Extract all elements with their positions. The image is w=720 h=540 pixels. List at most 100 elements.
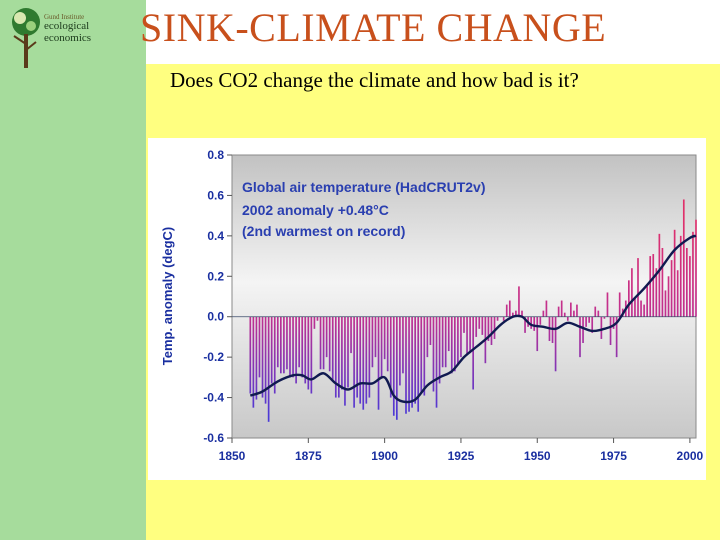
anomaly-bar	[359, 316, 362, 404]
anomaly-bar	[545, 300, 548, 317]
anomaly-bar	[344, 316, 346, 406]
y-tick-label: -0.2	[203, 350, 224, 364]
anomaly-bar	[423, 316, 426, 396]
anomaly-bar	[634, 298, 636, 317]
anomaly-bar	[316, 316, 319, 321]
header-decoration	[0, 64, 146, 80]
anomaly-bar	[652, 254, 655, 317]
anomaly-bar	[249, 316, 252, 394]
tree-globe-icon	[12, 8, 40, 68]
anomaly-bar	[524, 316, 526, 333]
anomaly-bar	[530, 316, 532, 329]
anomaly-bar	[505, 304, 508, 317]
x-tick-label: 1950	[524, 449, 551, 463]
anomaly-bar	[457, 316, 459, 366]
sidebar-band	[0, 0, 146, 540]
anomaly-bar	[389, 316, 392, 398]
anomaly-bar	[661, 247, 664, 317]
anomaly-bar	[466, 316, 468, 356]
anomaly-bar	[264, 316, 267, 404]
anomaly-bar	[298, 316, 300, 368]
y-tick-label: 0.8	[207, 148, 224, 162]
anomaly-bar	[646, 286, 648, 317]
anomaly-bar	[539, 316, 542, 325]
anomaly-bar	[322, 316, 325, 370]
anomaly-bar	[368, 316, 371, 398]
anomaly-bar	[637, 258, 639, 317]
anomaly-bar	[408, 316, 410, 412]
x-axis-ticks: 1850 1875 1900 1925 1950 1975 2000	[219, 438, 704, 463]
y-tick-label: 0.4	[207, 229, 224, 243]
anomaly-bar	[444, 316, 447, 368]
logo-text: Gund Institute ecological economics	[44, 13, 91, 44]
anomaly-bar	[686, 247, 688, 317]
anomaly-bar	[496, 316, 499, 321]
anomaly-bar	[481, 316, 484, 335]
anomaly-bar	[435, 316, 438, 408]
anomaly-bars	[249, 199, 697, 422]
anomaly-bar	[310, 316, 313, 394]
anomaly-bar	[515, 310, 517, 317]
anomaly-bar	[655, 268, 658, 317]
anomaly-bar	[618, 292, 621, 317]
anomaly-bar	[313, 316, 316, 329]
anomaly-bar	[679, 235, 682, 317]
anomaly-bar	[374, 316, 377, 358]
anomaly-bar	[334, 316, 337, 398]
anomaly-bar	[307, 316, 310, 390]
anomaly-bar	[396, 316, 398, 420]
anomaly-bar	[591, 316, 594, 333]
x-tick-label: 2000	[677, 449, 704, 463]
anomaly-bar	[676, 270, 679, 317]
anomaly-bar	[554, 316, 557, 372]
anomaly-bar	[362, 316, 365, 410]
anomaly-bar	[350, 316, 352, 354]
y-axis-label: Temp. anomaly (degC)	[160, 227, 175, 365]
anomaly-bar	[594, 306, 597, 317]
anomaly-bar	[463, 316, 465, 333]
anomaly-bar	[353, 316, 355, 408]
anomaly-bar	[280, 316, 282, 374]
anomaly-bar	[414, 316, 416, 404]
anomaly-bar	[432, 316, 435, 392]
anomaly-bar	[356, 316, 358, 398]
logo-line-institute: Gund Institute	[44, 13, 85, 21]
anomaly-bar	[670, 260, 673, 317]
anomaly-bar	[417, 316, 420, 412]
anomaly-bar	[426, 316, 429, 358]
anomaly-bar	[658, 233, 661, 317]
x-tick-label: 1875	[295, 449, 322, 463]
anomaly-bar	[570, 302, 572, 317]
anomaly-bar	[664, 290, 667, 317]
anomaly-bar	[472, 316, 474, 390]
anomaly-bar	[628, 280, 630, 317]
x-tick-label: 1900	[371, 449, 398, 463]
anomaly-bar	[612, 316, 615, 329]
anomaly-bar	[573, 310, 575, 317]
anomaly-bar	[585, 316, 587, 327]
anomaly-bar	[365, 316, 368, 404]
anomaly-bar	[301, 316, 304, 378]
anomaly-bar	[542, 310, 545, 317]
anomaly-bar	[576, 304, 578, 317]
anomaly-bar	[441, 316, 444, 368]
x-tick-label: 1975	[600, 449, 627, 463]
anomaly-bar	[392, 316, 395, 416]
anomaly-bar	[536, 316, 539, 352]
anomaly-bar	[533, 316, 536, 331]
anomaly-bar	[588, 316, 590, 323]
x-tick-label: 1850	[219, 449, 246, 463]
anomaly-bar	[383, 316, 386, 360]
anomaly-bar	[518, 286, 520, 317]
anomaly-bar	[399, 316, 401, 386]
y-tick-label: 0.2	[207, 269, 224, 283]
anomaly-bar	[682, 199, 685, 317]
anomaly-bar	[692, 231, 694, 317]
anomaly-bar	[631, 268, 633, 317]
anomaly-bar	[502, 316, 505, 321]
anomaly-bar	[695, 219, 697, 317]
anomaly-bar	[286, 316, 288, 370]
y-axis-ticks: 0.8 0.6 0.4 0.2 0.0 -0.2 -0.4 -0.6	[203, 148, 232, 445]
anomaly-bar	[475, 316, 478, 337]
anomaly-bar	[304, 316, 307, 384]
